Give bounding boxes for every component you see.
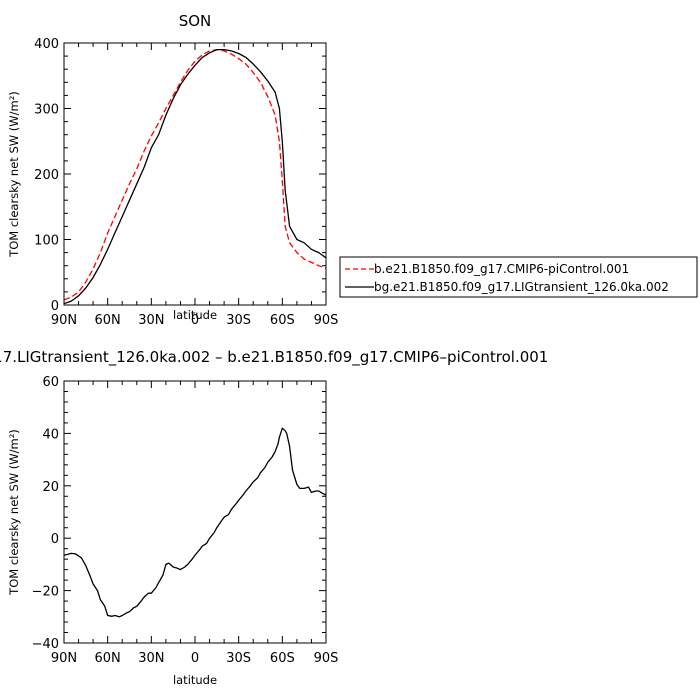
legend-entry-picontrol: b.e21.B1850.f09_g17.CMIP6-piControl.001	[374, 262, 629, 276]
bottom-xtick-label: 60N	[95, 651, 121, 666]
bottom-chart-title: bg.e21.B1850.f09_g17.LIGtransient_126.0k…	[0, 348, 548, 367]
top-xtick-label: 60N	[95, 313, 121, 328]
top-xtick-label: 90S	[314, 313, 339, 328]
bottom-xtick-label: 30N	[138, 651, 164, 666]
legend-entry-ligtransient: bg.e21.B1850.f09_g17.LIGtransient_126.0k…	[374, 280, 669, 294]
bottom-series-group	[63, 427, 327, 618]
top-xtick-label: 90N	[51, 313, 77, 328]
legend: b.e21.B1850.f09_g17.CMIP6-piControl.001 …	[339, 256, 698, 298]
legend-box	[339, 256, 698, 298]
top-series-line-0	[63, 48, 327, 301]
bottom-xtick-label: 90S	[314, 651, 339, 666]
top-series-line-1	[63, 48, 327, 305]
bottom-ytick-label: 0	[51, 532, 59, 547]
top-series-group	[63, 48, 327, 305]
bottom-plot-frame	[63, 380, 327, 644]
bottom-ytick-label: 40	[42, 427, 59, 442]
bottom-axis-ticks: 90N 60N 30N 0 30S 60S 90S −40 −20 0 20 40 60	[32, 375, 339, 666]
bottom-ytick-label: −20	[32, 585, 59, 600]
bottom-panel: bg.e21.B1850.f09_g17.LIGtransient_126.0k…	[0, 348, 548, 687]
top-xtick-label: 30N	[138, 313, 164, 328]
bottom-ytick-label: 20	[42, 480, 59, 495]
top-plot-frame	[63, 42, 327, 306]
top-ytick-label: 400	[34, 37, 59, 52]
top-axis-ticks: 90N 60N 30N 0 30S 60S 90S 0 100 200 300 400	[34, 37, 338, 328]
bottom-series-line-0	[63, 427, 327, 618]
top-xtick-label: 0	[191, 313, 199, 328]
top-xtick-label: 30S	[226, 313, 251, 328]
top-ytick-label: 200	[34, 168, 59, 183]
top-ytick-label: 0	[51, 299, 59, 314]
bottom-xtick-label: 30S	[226, 651, 251, 666]
bottom-yaxis-label: TOM clearsky net SW (W/m²)	[7, 429, 21, 596]
bottom-xtick-label: 90N	[51, 651, 77, 666]
top-panel: SON 90N 60N 30N 0 30S 60S 90S 0 100 200 300 400 lat…	[7, 12, 338, 328]
bottom-ytick-label: −40	[32, 637, 59, 652]
bottom-ytick-label: 60	[42, 375, 59, 390]
bottom-xaxis-label: latitude	[173, 673, 217, 687]
top-xtick-label: 60S	[270, 313, 295, 328]
top-ytick-label: 100	[34, 234, 59, 249]
top-ytick-label: 300	[34, 103, 59, 118]
top-yaxis-label: TOM clearsky net SW (W/m²)	[7, 91, 21, 258]
top-xaxis-label: latitude	[173, 308, 217, 322]
bottom-xtick-label: 60S	[270, 651, 295, 666]
top-chart-title: SON	[179, 12, 212, 30]
bottom-xtick-label: 0	[191, 651, 199, 666]
